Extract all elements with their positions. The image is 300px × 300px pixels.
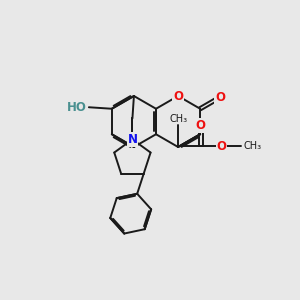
Text: O: O	[196, 119, 206, 132]
Text: HO: HO	[67, 101, 86, 114]
Text: N: N	[128, 133, 137, 146]
Text: O: O	[173, 89, 183, 103]
Text: CH₃: CH₃	[169, 114, 187, 124]
Text: O: O	[217, 140, 227, 153]
Text: O: O	[215, 91, 225, 104]
Text: N: N	[128, 133, 137, 146]
Text: CH₃: CH₃	[243, 141, 261, 152]
